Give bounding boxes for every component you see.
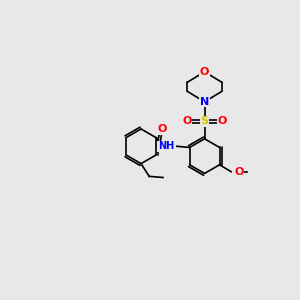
Text: O: O xyxy=(217,116,226,127)
Text: NH: NH xyxy=(158,141,174,151)
Text: O: O xyxy=(157,124,167,134)
Text: O: O xyxy=(183,116,192,127)
Text: O: O xyxy=(235,167,244,177)
Text: O: O xyxy=(200,67,209,77)
Text: N: N xyxy=(200,97,209,107)
Text: S: S xyxy=(201,116,208,127)
